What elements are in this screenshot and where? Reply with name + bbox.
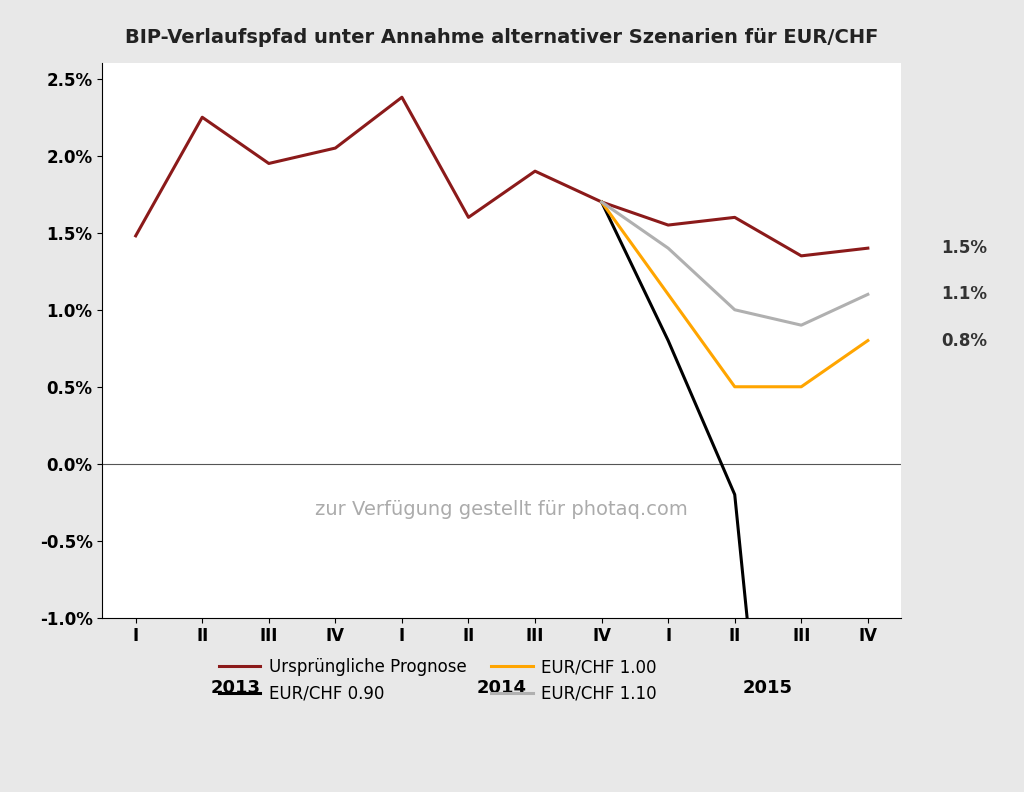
Text: 1.5%: 1.5%	[941, 239, 987, 257]
Text: 2014: 2014	[477, 680, 526, 698]
Text: 0.8%: 0.8%	[941, 332, 987, 349]
Text: 2013: 2013	[211, 680, 260, 698]
Title: BIP-Verlaufspfad unter Annahme alternativer Szenarien für EUR/CHF: BIP-Verlaufspfad unter Annahme alternati…	[125, 28, 879, 47]
Legend: Ursprüngliche Prognose, EUR/CHF 0.90, EUR/CHF 1.00, EUR/CHF 1.10: Ursprüngliche Prognose, EUR/CHF 0.90, EU…	[212, 652, 664, 709]
Text: 2015: 2015	[743, 680, 793, 698]
Text: 1.1%: 1.1%	[941, 285, 987, 303]
Text: zur Verfügung gestellt für photaq.com: zur Verfügung gestellt für photaq.com	[315, 501, 688, 520]
